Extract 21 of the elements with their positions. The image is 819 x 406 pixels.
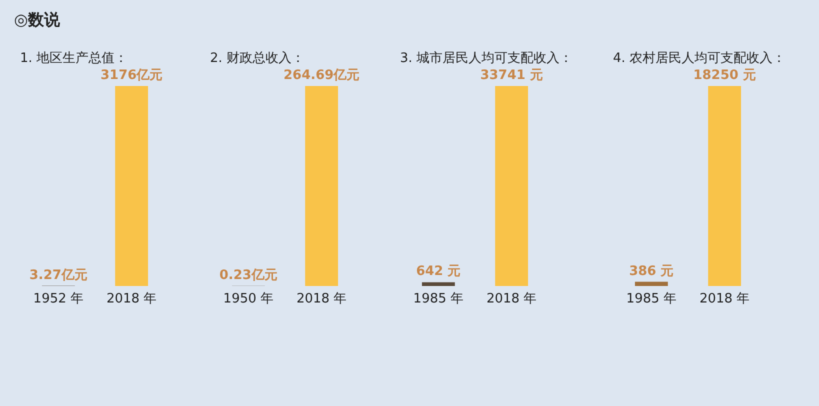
x-tick-label: 1985 年 [626, 292, 677, 306]
data-label: 386 元 [629, 264, 674, 279]
x-tick-label: 1985 年 [413, 292, 464, 306]
x-tick-label: 2018 年 [486, 292, 537, 306]
data-label: 3.27亿元 [29, 268, 88, 283]
chart-title: 4. 农村居民人均可支配收入： [613, 51, 786, 66]
data-label: 642 元 [416, 264, 461, 280]
x-tick-label: 1950 年 [223, 292, 274, 306]
data-label: 264.69亿元 [284, 68, 360, 83]
x-tick-label: 2018 年 [296, 292, 347, 306]
chart-title: 2. 财政总收入： [210, 51, 305, 66]
data-label: 33741 元 [480, 68, 543, 83]
x-tick-label: 2018 年 [699, 292, 750, 306]
data-label: 0.23亿元 [219, 268, 278, 283]
x-tick-label: 2018 年 [106, 292, 157, 306]
chart-title: 1. 地区生产总值： [20, 51, 128, 66]
data-label: 18250 元 [693, 68, 756, 83]
x-tick-label: 1952 年 [33, 292, 84, 306]
chart-title: 3. 城市居民人均可支配收入： [400, 51, 573, 66]
text: ◎数说 [13, 9, 61, 31]
data-label: 3176亿元 [100, 68, 163, 83]
